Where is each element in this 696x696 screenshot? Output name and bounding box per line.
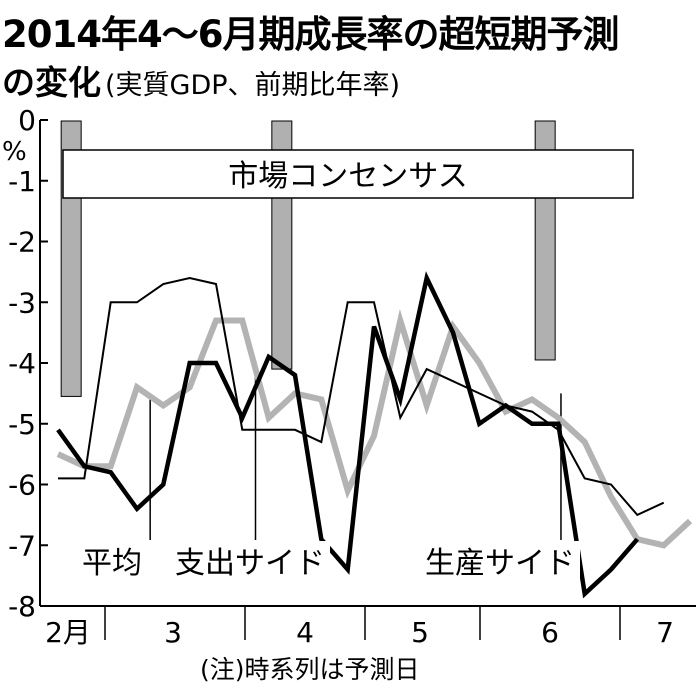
x-month-label: 3 <box>164 616 182 649</box>
y-tick-label: -8 <box>8 590 36 623</box>
y-tick-label: -6 <box>8 469 36 502</box>
annotation-bg-1 <box>78 541 146 581</box>
chart-title: 2014年4〜6月期成長率の超短期予測 <box>2 13 619 56</box>
x-month-label: 6 <box>541 616 559 649</box>
series-line-average <box>56 308 693 549</box>
y-tick-label: -3 <box>8 286 36 319</box>
annotation-bg-3 <box>420 541 580 581</box>
chart-subtitle: の変化 (実質GDP、前期比年率) <box>2 56 400 104</box>
chart-unit-note: (実質GDP、前期比年率) <box>105 70 401 101</box>
annotation-label-1: 平均 <box>82 546 142 581</box>
consensus-label-box <box>62 149 634 199</box>
x-month-label: 5 <box>411 616 429 649</box>
annotation-bg-2 <box>170 541 330 581</box>
x-month-label: 2月 <box>45 616 91 649</box>
x-month-label: 7 <box>656 616 674 649</box>
annotation-label-3: 生産サイド <box>425 546 575 581</box>
series-line-expenditure <box>56 271 639 599</box>
x-month-label: 4 <box>296 616 314 649</box>
y-tick-label: -4 <box>8 347 36 380</box>
y-tick-label: -5 <box>8 408 36 441</box>
chart-title-continued: の変化 <box>2 63 101 102</box>
y-unit-label: % <box>2 137 27 167</box>
y-tick-label: 0 <box>18 104 36 137</box>
consensus-label: 市場コンセンサス <box>228 159 467 194</box>
y-tick-label: -7 <box>8 529 36 562</box>
y-tick-label: -1 <box>8 165 36 198</box>
footnote: (注)時系列は予測日 <box>200 655 420 684</box>
y-tick-label: -2 <box>8 226 36 259</box>
series-line-production <box>58 276 665 517</box>
annotation-label-2: 支出サイド <box>175 546 325 581</box>
